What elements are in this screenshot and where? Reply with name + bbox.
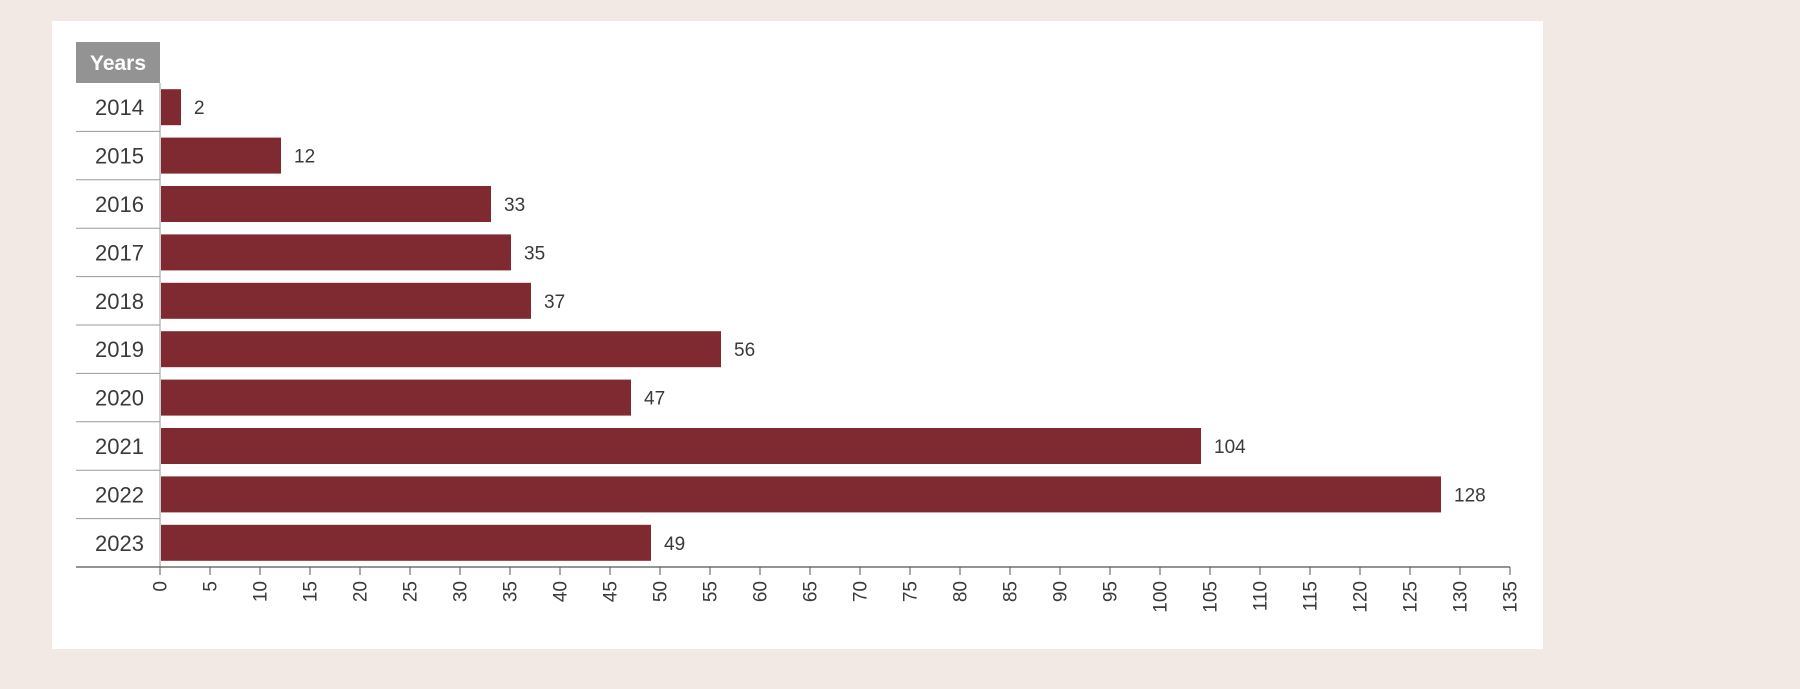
x-tick-label: 5	[201, 581, 222, 592]
x-tick-label: 10	[251, 581, 272, 602]
x-tick-label: 35	[501, 581, 522, 602]
year-label: 2017	[95, 240, 144, 265]
value-label: 49	[664, 534, 685, 555]
value-label: 47	[644, 389, 665, 410]
x-tick-label: 0	[151, 581, 172, 592]
value-label: 37	[544, 292, 565, 313]
x-tick-label: 70	[851, 581, 872, 602]
x-tick-label: 20	[351, 581, 372, 602]
bar-2016	[161, 186, 491, 222]
x-tick-label: 30	[451, 581, 472, 602]
value-label: 2	[194, 98, 205, 119]
bar-chart: Years 2014201520162017201820192020202120…	[76, 42, 1522, 613]
bar-2017	[161, 234, 511, 271]
x-tick-label: 65	[801, 581, 822, 602]
year-label: 2019	[95, 337, 144, 362]
years-header: Years	[90, 52, 146, 75]
year-label: 2015	[95, 144, 144, 169]
x-tick-label: 115	[1301, 581, 1322, 611]
x-tick-label: 135	[1501, 581, 1522, 613]
value-label: 33	[504, 195, 525, 216]
bar-2022	[161, 476, 1441, 513]
bar-2015	[161, 137, 281, 174]
x-tick-label: 120	[1351, 581, 1372, 613]
value-label: 104	[1214, 437, 1246, 458]
x-tick-label: 100	[1151, 581, 1172, 613]
x-tick-label: 80	[951, 581, 972, 602]
year-label: 2023	[95, 531, 144, 556]
x-tick-label: 105	[1201, 581, 1222, 613]
year-label: 2014	[95, 95, 144, 120]
x-tick-label: 90	[1051, 581, 1072, 602]
x-tick-label: 40	[551, 581, 572, 602]
year-label: 2021	[95, 434, 144, 459]
bar-2019	[161, 331, 721, 368]
x-tick-label: 60	[751, 581, 772, 602]
x-tick-label: 110	[1251, 581, 1272, 611]
year-label: 2016	[95, 192, 144, 217]
x-tick-label: 50	[651, 581, 672, 602]
chart-card: Years 2014 2015 2016 2017 2018 2019 2020 2021 20…	[52, 21, 1543, 649]
bar-2020	[161, 379, 631, 416]
bar-2021	[161, 428, 1201, 464]
bar-2014	[161, 89, 181, 126]
year-label: 2018	[95, 289, 144, 314]
x-tick-label: 125	[1401, 581, 1422, 613]
x-tick-label: 85	[1001, 581, 1022, 602]
value-label: 56	[734, 340, 755, 361]
x-tick-label: 95	[1101, 581, 1122, 602]
year-label: 2020	[95, 386, 144, 411]
years-header-background	[76, 42, 160, 83]
x-tick-label: 55	[701, 581, 722, 602]
x-tick-label: 25	[401, 581, 422, 602]
x-tick-label: 15	[301, 581, 322, 602]
bar-2018	[161, 282, 531, 319]
x-tick-label: 75	[901, 581, 922, 602]
value-label: 35	[524, 243, 545, 264]
value-label: 12	[294, 147, 315, 168]
value-label: 128	[1454, 485, 1486, 506]
year-label: 2022	[95, 482, 144, 507]
x-tick-label: 45	[601, 581, 622, 602]
x-tick-label: 130	[1451, 581, 1472, 613]
bar-2023	[161, 524, 651, 561]
